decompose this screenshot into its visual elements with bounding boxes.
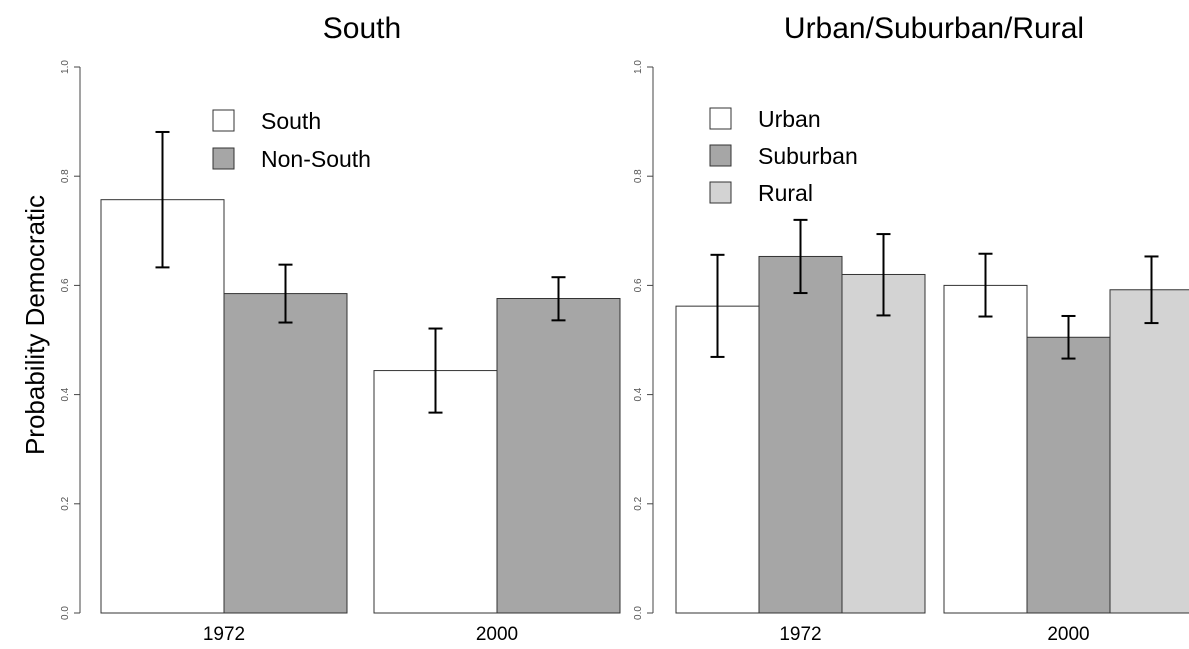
y-tick-label: 0.4	[60, 387, 71, 401]
legend-swatch-south	[212, 109, 235, 132]
chart-panel-1: South 0.0 0.2 0.4 0.6 0.8 1.0 1972 2000 South Non-…	[60, 12, 621, 645]
x-category-label: 2000	[476, 624, 518, 645]
y-tick-label: 0.6	[60, 278, 71, 292]
y-tick-label: 0.2	[60, 496, 71, 510]
bar-urban-2000	[943, 284, 1028, 614]
bar-south-1972	[100, 199, 225, 614]
legend-swatch-suburban	[709, 144, 732, 167]
chart-panel-2: Urban/Suburban/Rural 0.0 0.2 0.4 0.6 0.8 1.0 19…	[633, 12, 1189, 645]
legend-label: Non-South	[261, 146, 371, 172]
y-tick-label: 0.8	[60, 169, 71, 183]
chart-title: Urban/Suburban/Rural	[784, 12, 1084, 45]
y-tick-label: 0.0	[633, 606, 644, 620]
y-tick-label: 0.6	[633, 278, 644, 292]
legend-swatch-urban	[709, 107, 732, 130]
y-tick-label: 0.4	[633, 387, 644, 401]
bar-rural-2000	[1109, 289, 1189, 614]
legend-swatch-non-south	[212, 147, 235, 170]
bar-rural-1972	[841, 273, 926, 614]
bar-suburban-1972	[758, 255, 843, 614]
bar-non-south-2000	[496, 298, 621, 614]
x-category-label: 1972	[779, 624, 821, 645]
bar-non-south-1972	[223, 293, 348, 614]
legend-label: Urban	[758, 106, 821, 132]
y-tick-label: 0.8	[633, 169, 644, 183]
y-tick-label: 1.0	[633, 60, 644, 74]
y-tick-label: 0.2	[633, 496, 644, 510]
y-tick-label: 1.0	[60, 60, 71, 74]
y-axis-label: Probability Democratic	[20, 195, 50, 455]
y-tick-label: 0.0	[60, 606, 71, 620]
legend-label: Suburban	[758, 143, 858, 169]
bar-suburban-2000	[1026, 336, 1111, 614]
legend-label: South	[261, 108, 321, 134]
legend-label: Rural	[758, 180, 813, 206]
chart-title: South	[323, 12, 401, 45]
bar-urban-1972	[675, 305, 760, 614]
legend-swatch-rural	[709, 181, 732, 204]
x-category-label: 1972	[203, 624, 245, 645]
x-category-label: 2000	[1047, 624, 1089, 645]
